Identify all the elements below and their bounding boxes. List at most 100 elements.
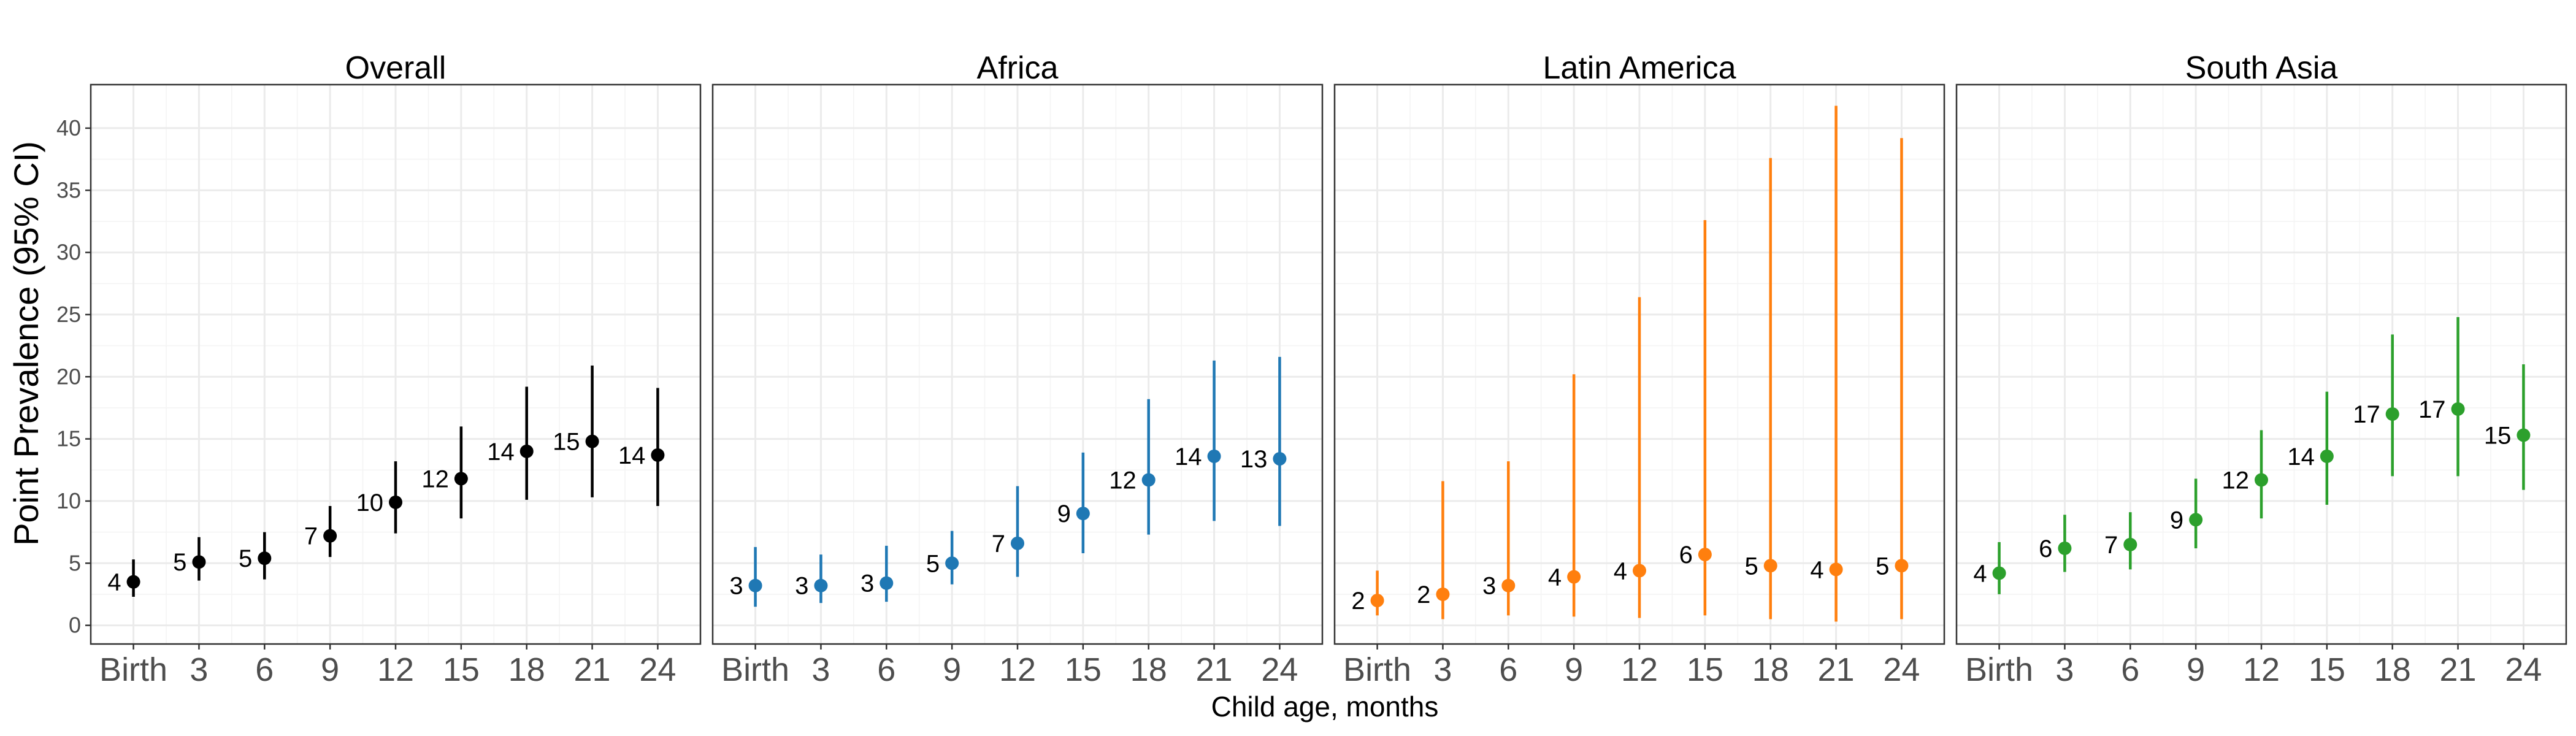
- x-tick-label: Birth: [721, 651, 789, 688]
- x-tick-label: 21: [2440, 651, 2477, 688]
- x-tick-label: 18: [1752, 651, 1789, 688]
- data-label: 14: [487, 439, 515, 466]
- y-tick-label: 25: [56, 302, 81, 327]
- data-label: 5: [1744, 553, 1758, 580]
- data-label: 7: [304, 523, 318, 550]
- x-tick-label: 15: [2309, 651, 2345, 688]
- data-point: [1011, 536, 1024, 550]
- y-tick-label: 0: [69, 613, 81, 638]
- panel-title: Overall: [345, 50, 447, 86]
- data-label: 9: [2170, 507, 2183, 534]
- x-tick-label: 24: [1261, 651, 1298, 688]
- y-tick-label: 30: [56, 240, 81, 265]
- data-point: [2320, 449, 2334, 463]
- data-point: [258, 551, 272, 565]
- data-point: [814, 578, 828, 592]
- data-label: 4: [1810, 556, 1823, 583]
- x-tick-label: 9: [1565, 651, 1583, 688]
- x-tick-label: 12: [1621, 651, 1658, 688]
- data-point: [651, 448, 665, 462]
- x-tick-label: 6: [255, 651, 274, 688]
- x-tick-label: 9: [943, 651, 961, 688]
- data-point: [519, 444, 534, 458]
- data-label: 14: [618, 442, 646, 469]
- x-tick-label: 24: [639, 651, 676, 688]
- data-label: 17: [2353, 401, 2380, 428]
- data-point: [585, 434, 599, 448]
- data-label: 5: [926, 550, 940, 577]
- data-label: 4: [1973, 560, 1987, 587]
- y-axis-title: Point Prevalence (95% CI): [7, 141, 45, 546]
- data-point: [1829, 562, 1843, 577]
- data-point: [126, 575, 140, 589]
- data-label: 12: [421, 466, 449, 493]
- x-tick-label: 3: [811, 651, 830, 688]
- x-tick-label: 9: [321, 651, 339, 688]
- data-label: 17: [2418, 396, 2446, 423]
- x-tick-label: 9: [2187, 651, 2205, 688]
- data-label: 13: [1240, 446, 1268, 473]
- data-label: 3: [795, 573, 808, 600]
- y-tick-label: 40: [56, 115, 81, 140]
- panel-4: South Asia Birth 3 6 9 12 15 18 21 24 4 6 7 9 12 14 17 17…: [1955, 50, 2567, 688]
- x-axis-title: Child age, months: [1211, 691, 1439, 723]
- x-tick-label: 21: [1196, 651, 1233, 688]
- data-label: 3: [729, 573, 743, 600]
- data-point: [1992, 566, 2006, 580]
- x-tick-label: 21: [1818, 651, 1855, 688]
- data-point: [2385, 407, 2399, 421]
- x-tick-label: 3: [190, 651, 208, 688]
- data-point: [1273, 452, 1287, 466]
- panel-1: Overall 0 5 10 15 20 25 30 35 40 Birth 3 6 9 12 15 18 21 2…: [56, 50, 702, 688]
- data-point: [2255, 473, 2268, 487]
- data-point: [1895, 559, 1909, 573]
- data-point: [1763, 559, 1777, 573]
- data-point: [1436, 587, 1450, 601]
- x-tick-label: 18: [508, 651, 545, 688]
- data-point: [880, 576, 894, 590]
- data-label: 14: [2287, 443, 2315, 470]
- data-label: 3: [1482, 573, 1496, 600]
- y-tick-label: 15: [56, 426, 81, 451]
- panel-3: Latin America Birth 3 6 9 12 15 18 21 24 2 2 3 4 4 6 5 4 5: [1333, 50, 1945, 688]
- data-label: 15: [553, 429, 580, 456]
- panel-title: Africa: [977, 50, 1059, 86]
- data-point: [1141, 473, 1156, 487]
- data-label: 5: [239, 545, 252, 572]
- data-point: [1698, 548, 1712, 562]
- data-label: 3: [861, 570, 874, 597]
- data-label: 4: [1548, 564, 1562, 591]
- data-label: 12: [2222, 467, 2250, 494]
- data-label: 15: [2484, 423, 2512, 450]
- data-label: 9: [1057, 500, 1071, 527]
- x-tick-label: 24: [2505, 651, 2542, 688]
- data-label: 6: [1679, 542, 1693, 569]
- x-tick-label: 12: [999, 651, 1036, 688]
- data-point: [454, 472, 468, 486]
- x-tick-label: 21: [574, 651, 611, 688]
- data-label: 2: [1417, 581, 1430, 608]
- x-tick-label: 15: [443, 651, 480, 688]
- data-point: [1076, 507, 1090, 521]
- data-label: 12: [1109, 467, 1137, 494]
- x-tick-label: 15: [1065, 651, 1102, 688]
- x-tick-label: 24: [1883, 651, 1920, 688]
- data-point: [192, 555, 206, 569]
- data-point: [1207, 449, 1221, 463]
- x-tick-label: 6: [877, 651, 895, 688]
- x-tick-label: 15: [1687, 651, 1723, 688]
- data-point: [748, 578, 762, 592]
- x-tick-label: 6: [2121, 651, 2139, 688]
- data-point: [2451, 402, 2465, 416]
- x-tick-label: 3: [2055, 651, 2074, 688]
- panel-title: South Asia: [2185, 50, 2338, 86]
- panel-2: Africa Birth 3 6 9 12 15 18 21 24 3 3 3 5 7 9 12 14 13: [711, 50, 1324, 688]
- x-tick-label: 6: [1499, 651, 1517, 688]
- x-tick-label: 18: [2374, 651, 2411, 688]
- data-point: [1501, 578, 1516, 592]
- data-point: [2058, 541, 2072, 555]
- data-point: [1633, 564, 1646, 578]
- x-tick-label: 3: [1433, 651, 1452, 688]
- data-point: [945, 556, 959, 570]
